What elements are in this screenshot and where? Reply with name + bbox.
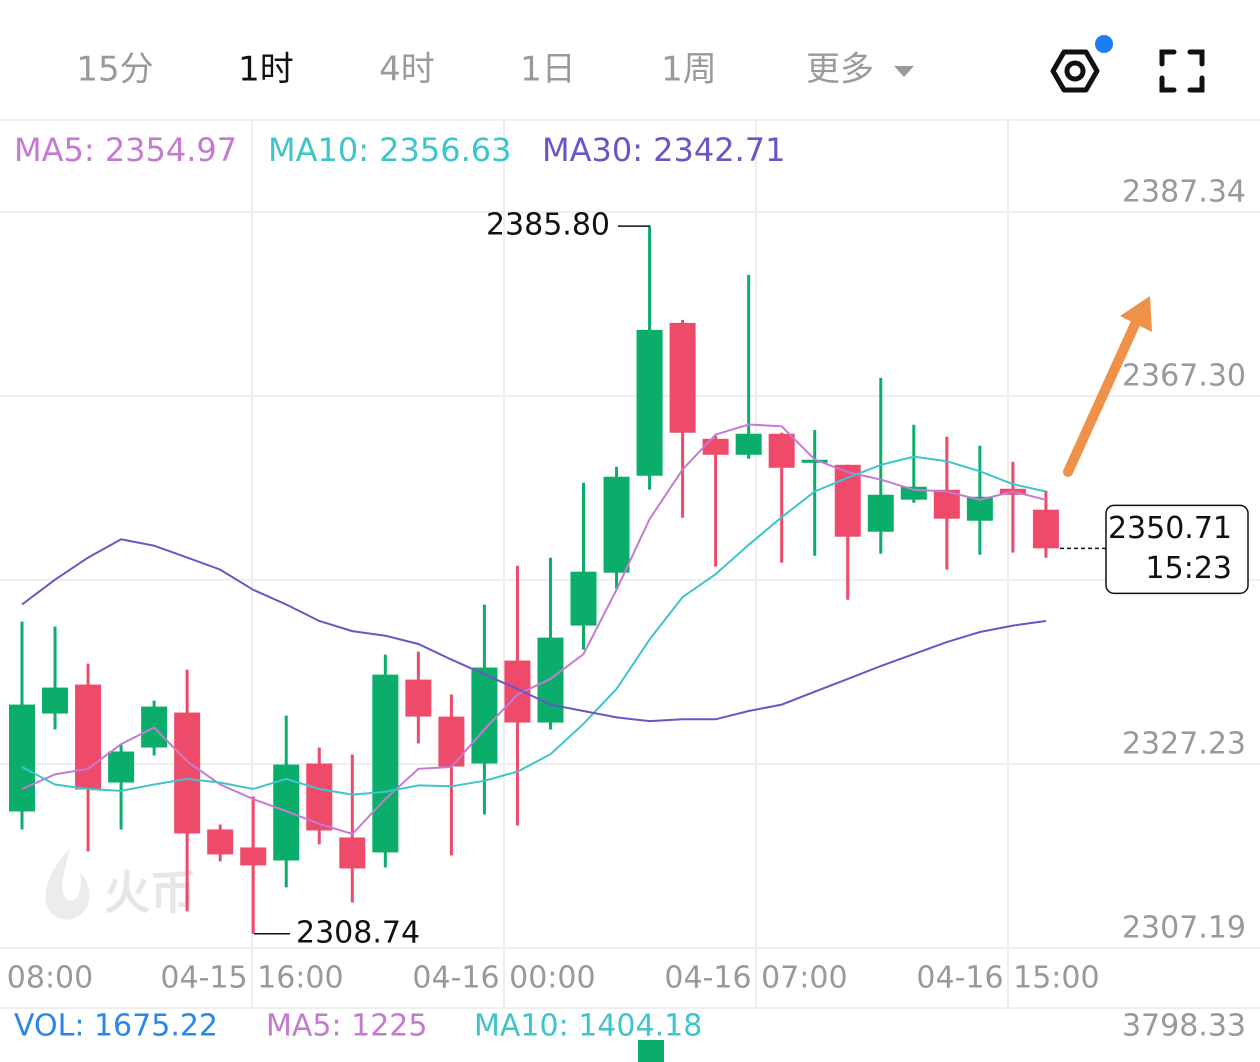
legend-entry: MA30: 2342.71	[542, 131, 786, 169]
ma-line	[21, 455, 1047, 796]
candle-body	[207, 829, 234, 855]
y-tick-label: 2307.19	[1122, 911, 1246, 946]
dropdown-arrow[interactable]	[894, 66, 914, 77]
legend-entry: MA10: 2356.63	[268, 131, 512, 169]
candle-body	[669, 322, 696, 433]
notification-dot	[1095, 35, 1113, 53]
candle-body	[339, 837, 366, 869]
low-label: 2308.74	[296, 915, 420, 950]
watermark-text: 火币	[104, 866, 196, 920]
candle-body	[9, 704, 35, 812]
tab[interactable]: 4时	[379, 50, 435, 90]
candle-body	[735, 433, 762, 455]
candle-body	[801, 459, 828, 463]
volume-bar	[638, 1040, 664, 1062]
arrow-head	[1120, 296, 1152, 332]
candle-body	[867, 494, 894, 532]
candle-body	[438, 716, 465, 767]
x-tick-label: 08:00	[7, 961, 93, 996]
volume-ma5: MA5: 1225	[266, 1009, 427, 1044]
settings-icon[interactable]	[1050, 35, 1113, 93]
y-tick-label: 2387.34	[1122, 175, 1246, 210]
candle-body	[471, 667, 498, 764]
countdown: 15:23	[1146, 551, 1232, 586]
last-price: 2350.71	[1108, 511, 1232, 546]
candle-body	[966, 496, 993, 521]
y-tick-label: 2367.30	[1122, 359, 1246, 394]
candle-body	[834, 464, 861, 537]
x-tick-label: 04-16 00:00	[412, 961, 595, 996]
candle-body	[768, 433, 795, 468]
x-tick-label: 04-15 16:00	[160, 961, 343, 996]
candle-body	[75, 684, 102, 790]
tab[interactable]: 15分	[76, 50, 153, 90]
candle-body	[306, 763, 333, 831]
candle-body	[108, 751, 135, 783]
tab-active[interactable]: 1时	[238, 50, 294, 90]
arrow-shaft	[1063, 317, 1141, 477]
tab[interactable]: 更多	[806, 50, 874, 90]
volume-ma10: MA10: 1404.18	[474, 1009, 702, 1044]
tab-bar: 15分 1时 4时 1日 1周 更多	[76, 50, 914, 90]
x-tick-label: 04-16 07:00	[664, 961, 847, 996]
candle-body	[504, 660, 531, 723]
high-label: 2385.80	[486, 208, 610, 243]
candle-body	[636, 329, 663, 476]
tab[interactable]: 1周	[661, 50, 717, 90]
legend-entry: MA5: 2354.97	[14, 131, 237, 169]
ma-line	[21, 538, 1047, 723]
candle-body	[537, 637, 564, 723]
settings-center[interactable]	[1064, 60, 1086, 82]
y-tick-label: 2327.23	[1122, 726, 1246, 761]
candle-body	[603, 476, 630, 573]
volume-label: VOL: 1675.22	[14, 1009, 218, 1044]
watermark: 火币	[45, 848, 196, 920]
candle-body	[372, 674, 399, 853]
x-tick-label: 04-16 15:00	[916, 961, 1099, 996]
volume-max: 3798.33	[1122, 1009, 1246, 1044]
candle-body	[1032, 509, 1059, 549]
candle-body	[570, 571, 597, 626]
candle-body	[42, 687, 69, 714]
tab[interactable]: 1日	[520, 50, 576, 90]
watermark-logo	[45, 848, 90, 920]
fullscreen-icon[interactable]	[1159, 49, 1205, 93]
settings-hex[interactable]	[1050, 49, 1100, 93]
trend-arrow	[1063, 296, 1152, 477]
candle-body	[240, 847, 267, 866]
ma-line	[21, 423, 1047, 836]
candle-body	[702, 438, 729, 455]
plot: 2307.192327.232347.272367.302387.3408:00…	[0, 120, 1260, 1008]
candle-body	[405, 679, 432, 717]
price-box	[1105, 504, 1249, 595]
candle-body	[174, 712, 201, 834]
